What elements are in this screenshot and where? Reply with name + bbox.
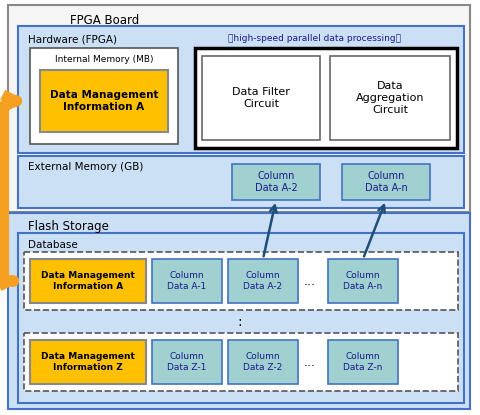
Bar [152,259,222,303]
Text: Column
Data A-n: Column Data A-n [343,271,383,290]
Bar [328,340,398,384]
Bar [330,56,450,140]
Bar [228,259,298,303]
Text: Column
Data A-n: Column Data A-n [365,171,408,193]
Bar [30,48,178,144]
Bar [24,252,458,310]
Bar [24,333,458,391]
Text: Database: Database [28,240,78,250]
Text: Column
Data Z-2: Column Data Z-2 [243,352,283,372]
Bar [8,213,470,409]
Bar [18,26,464,153]
Text: Column
Data Z-1: Column Data Z-1 [168,352,207,372]
Text: FPGA Board: FPGA Board [70,14,139,27]
Text: Flash Storage: Flash Storage [28,220,109,233]
Bar [40,70,168,132]
Bar [18,233,464,403]
Text: Data Management
Information Z: Data Management Information Z [41,352,135,372]
Bar [328,259,398,303]
Text: Hardware (FPGA): Hardware (FPGA) [28,34,117,44]
Bar [30,340,146,384]
Text: ...: ... [304,356,316,369]
Bar [30,259,146,303]
Bar [342,164,430,200]
Bar [195,48,457,148]
Text: External Memory (GB): External Memory (GB) [28,162,144,172]
Text: Internal Memory (MB): Internal Memory (MB) [55,55,153,64]
Text: Column
Data A-2: Column Data A-2 [243,271,283,290]
Text: ...: ... [304,274,316,288]
Bar [8,5,470,212]
Text: Data
Aggregation
Circuit: Data Aggregation Circuit [356,81,424,115]
Text: :: : [238,315,242,329]
Bar [232,164,320,200]
Bar [228,340,298,384]
Text: Column
Data Z-n: Column Data Z-n [343,352,383,372]
Text: Column
Data A-2: Column Data A-2 [254,171,298,193]
Text: Data Management
Information A: Data Management Information A [50,90,158,112]
Text: Column
Data A-1: Column Data A-1 [168,271,206,290]
Text: 『high-speed parallel data processing』: 『high-speed parallel data processing』 [228,34,401,43]
Text: Data Management
Information A: Data Management Information A [41,271,135,290]
Bar [152,340,222,384]
Text: Data Filter
Circuit: Data Filter Circuit [232,87,290,109]
Bar [202,56,320,140]
Bar [18,156,464,208]
